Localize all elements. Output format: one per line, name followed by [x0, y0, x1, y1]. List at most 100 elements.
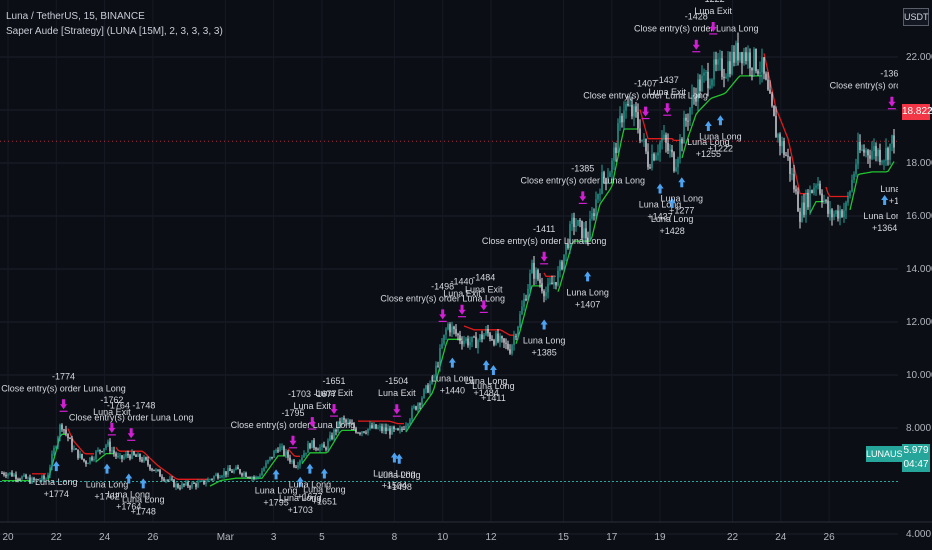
candle-body — [491, 339, 493, 341]
candle-body — [413, 406, 415, 409]
candle-body — [511, 344, 513, 354]
candle-body — [139, 454, 141, 460]
candle-body — [279, 446, 281, 452]
candle-body — [257, 476, 259, 478]
trade-label: Luna Long — [863, 211, 906, 221]
trail-down-segment — [763, 53, 808, 195]
candle-body — [147, 459, 149, 465]
candle-body — [771, 93, 773, 106]
candle-body — [633, 106, 635, 117]
candle-body — [689, 108, 691, 122]
candle-body — [717, 59, 719, 65]
trade-label: Luna Exit — [694, 6, 732, 16]
candle-body — [509, 349, 511, 354]
candle-body — [157, 469, 159, 471]
y-tick-label: 8.000 — [906, 423, 931, 434]
candle-body — [437, 365, 439, 367]
candle-body — [287, 451, 289, 458]
candle-body — [727, 61, 729, 77]
candle-body — [679, 138, 681, 159]
candle-body — [503, 338, 505, 343]
candle-body — [421, 398, 423, 405]
long-entry-arrow — [584, 271, 592, 282]
trade-label: Luna Long — [86, 480, 129, 490]
candle-body — [703, 72, 705, 76]
candle-body — [75, 448, 77, 450]
candle-body — [823, 200, 825, 202]
candle-body — [269, 456, 271, 461]
candle-body — [827, 200, 829, 214]
trade-label: Close entry(s) order Luna Long — [634, 24, 759, 34]
candle-body — [281, 446, 283, 448]
trade-qty: +1437 — [647, 211, 672, 221]
candle-body — [207, 479, 209, 483]
candle-body — [175, 484, 177, 488]
candle-body — [757, 71, 759, 74]
candle-body — [805, 192, 807, 215]
long-entry-arrow — [103, 463, 111, 474]
candle-body — [781, 141, 783, 147]
candle-body — [793, 173, 795, 190]
candle-body — [229, 468, 231, 472]
candle-body — [239, 469, 241, 474]
candle-body — [385, 427, 387, 432]
candle-body — [321, 444, 323, 448]
candle-body — [251, 477, 253, 479]
candle-body — [323, 444, 325, 448]
candle-body — [737, 42, 739, 61]
candle-body — [817, 183, 819, 186]
candle-body — [341, 417, 343, 425]
symbol-tag: LUNAUSDT — [866, 446, 915, 462]
trade-qty: +1504 — [382, 481, 407, 491]
exit-arrow — [127, 428, 135, 439]
trade-qty: -1651 — [323, 376, 346, 386]
candle-body — [557, 270, 559, 286]
candle-body — [35, 479, 37, 481]
candle-body — [59, 424, 61, 438]
candle-body — [537, 270, 539, 280]
candle-body — [21, 476, 23, 480]
candle-body — [403, 429, 405, 431]
chart-title: Luna / TetherUS, 15, BINANCE — [6, 11, 145, 22]
trade-label: Luna Long — [122, 494, 165, 504]
candle-body — [135, 454, 137, 457]
trade-qty: -1385 — [571, 163, 594, 173]
candle-body — [681, 138, 683, 144]
candle-body — [57, 437, 59, 447]
candle-body — [273, 451, 275, 458]
time-axis[interactable]: 20 22 24 26 Mar 3 5 8 10 12 15 17 19 22 24 26 — [0, 521, 932, 543]
candle-body — [461, 340, 463, 345]
candle-body — [331, 435, 333, 440]
trade-label: Luna Long — [35, 477, 78, 487]
candle-body — [439, 348, 441, 367]
candle-body — [533, 262, 535, 279]
candle-body — [25, 474, 27, 479]
candle-body — [741, 52, 743, 64]
trade-label: Luna Long — [639, 199, 682, 209]
trade-qty: +1364 — [872, 223, 897, 233]
candle-body — [395, 428, 397, 430]
candle-body — [589, 218, 591, 240]
candle-body — [777, 134, 779, 138]
candle-body — [675, 167, 677, 172]
candle-body — [189, 486, 191, 488]
candle-body — [481, 334, 483, 340]
currency-badge[interactable]: USDT — [903, 8, 929, 26]
candle-body — [879, 149, 881, 163]
candle-body — [113, 450, 115, 454]
candle-body — [9, 472, 11, 474]
candle-body — [603, 172, 605, 179]
candle-body — [865, 150, 867, 153]
candle-body — [13, 474, 15, 477]
exit-arrow — [888, 96, 896, 107]
trade-label: Luna Long — [279, 493, 322, 503]
candle-body — [289, 457, 291, 462]
candle-body — [629, 104, 631, 106]
candle-body — [261, 470, 263, 476]
candle-body — [871, 150, 873, 159]
candle-body — [405, 425, 407, 430]
candle-body — [799, 211, 801, 222]
candle-body — [617, 123, 619, 154]
strategy-legend[interactable]: Saper Aude [Strategy] (LUNA [15M], 2, 3,… — [6, 26, 223, 37]
